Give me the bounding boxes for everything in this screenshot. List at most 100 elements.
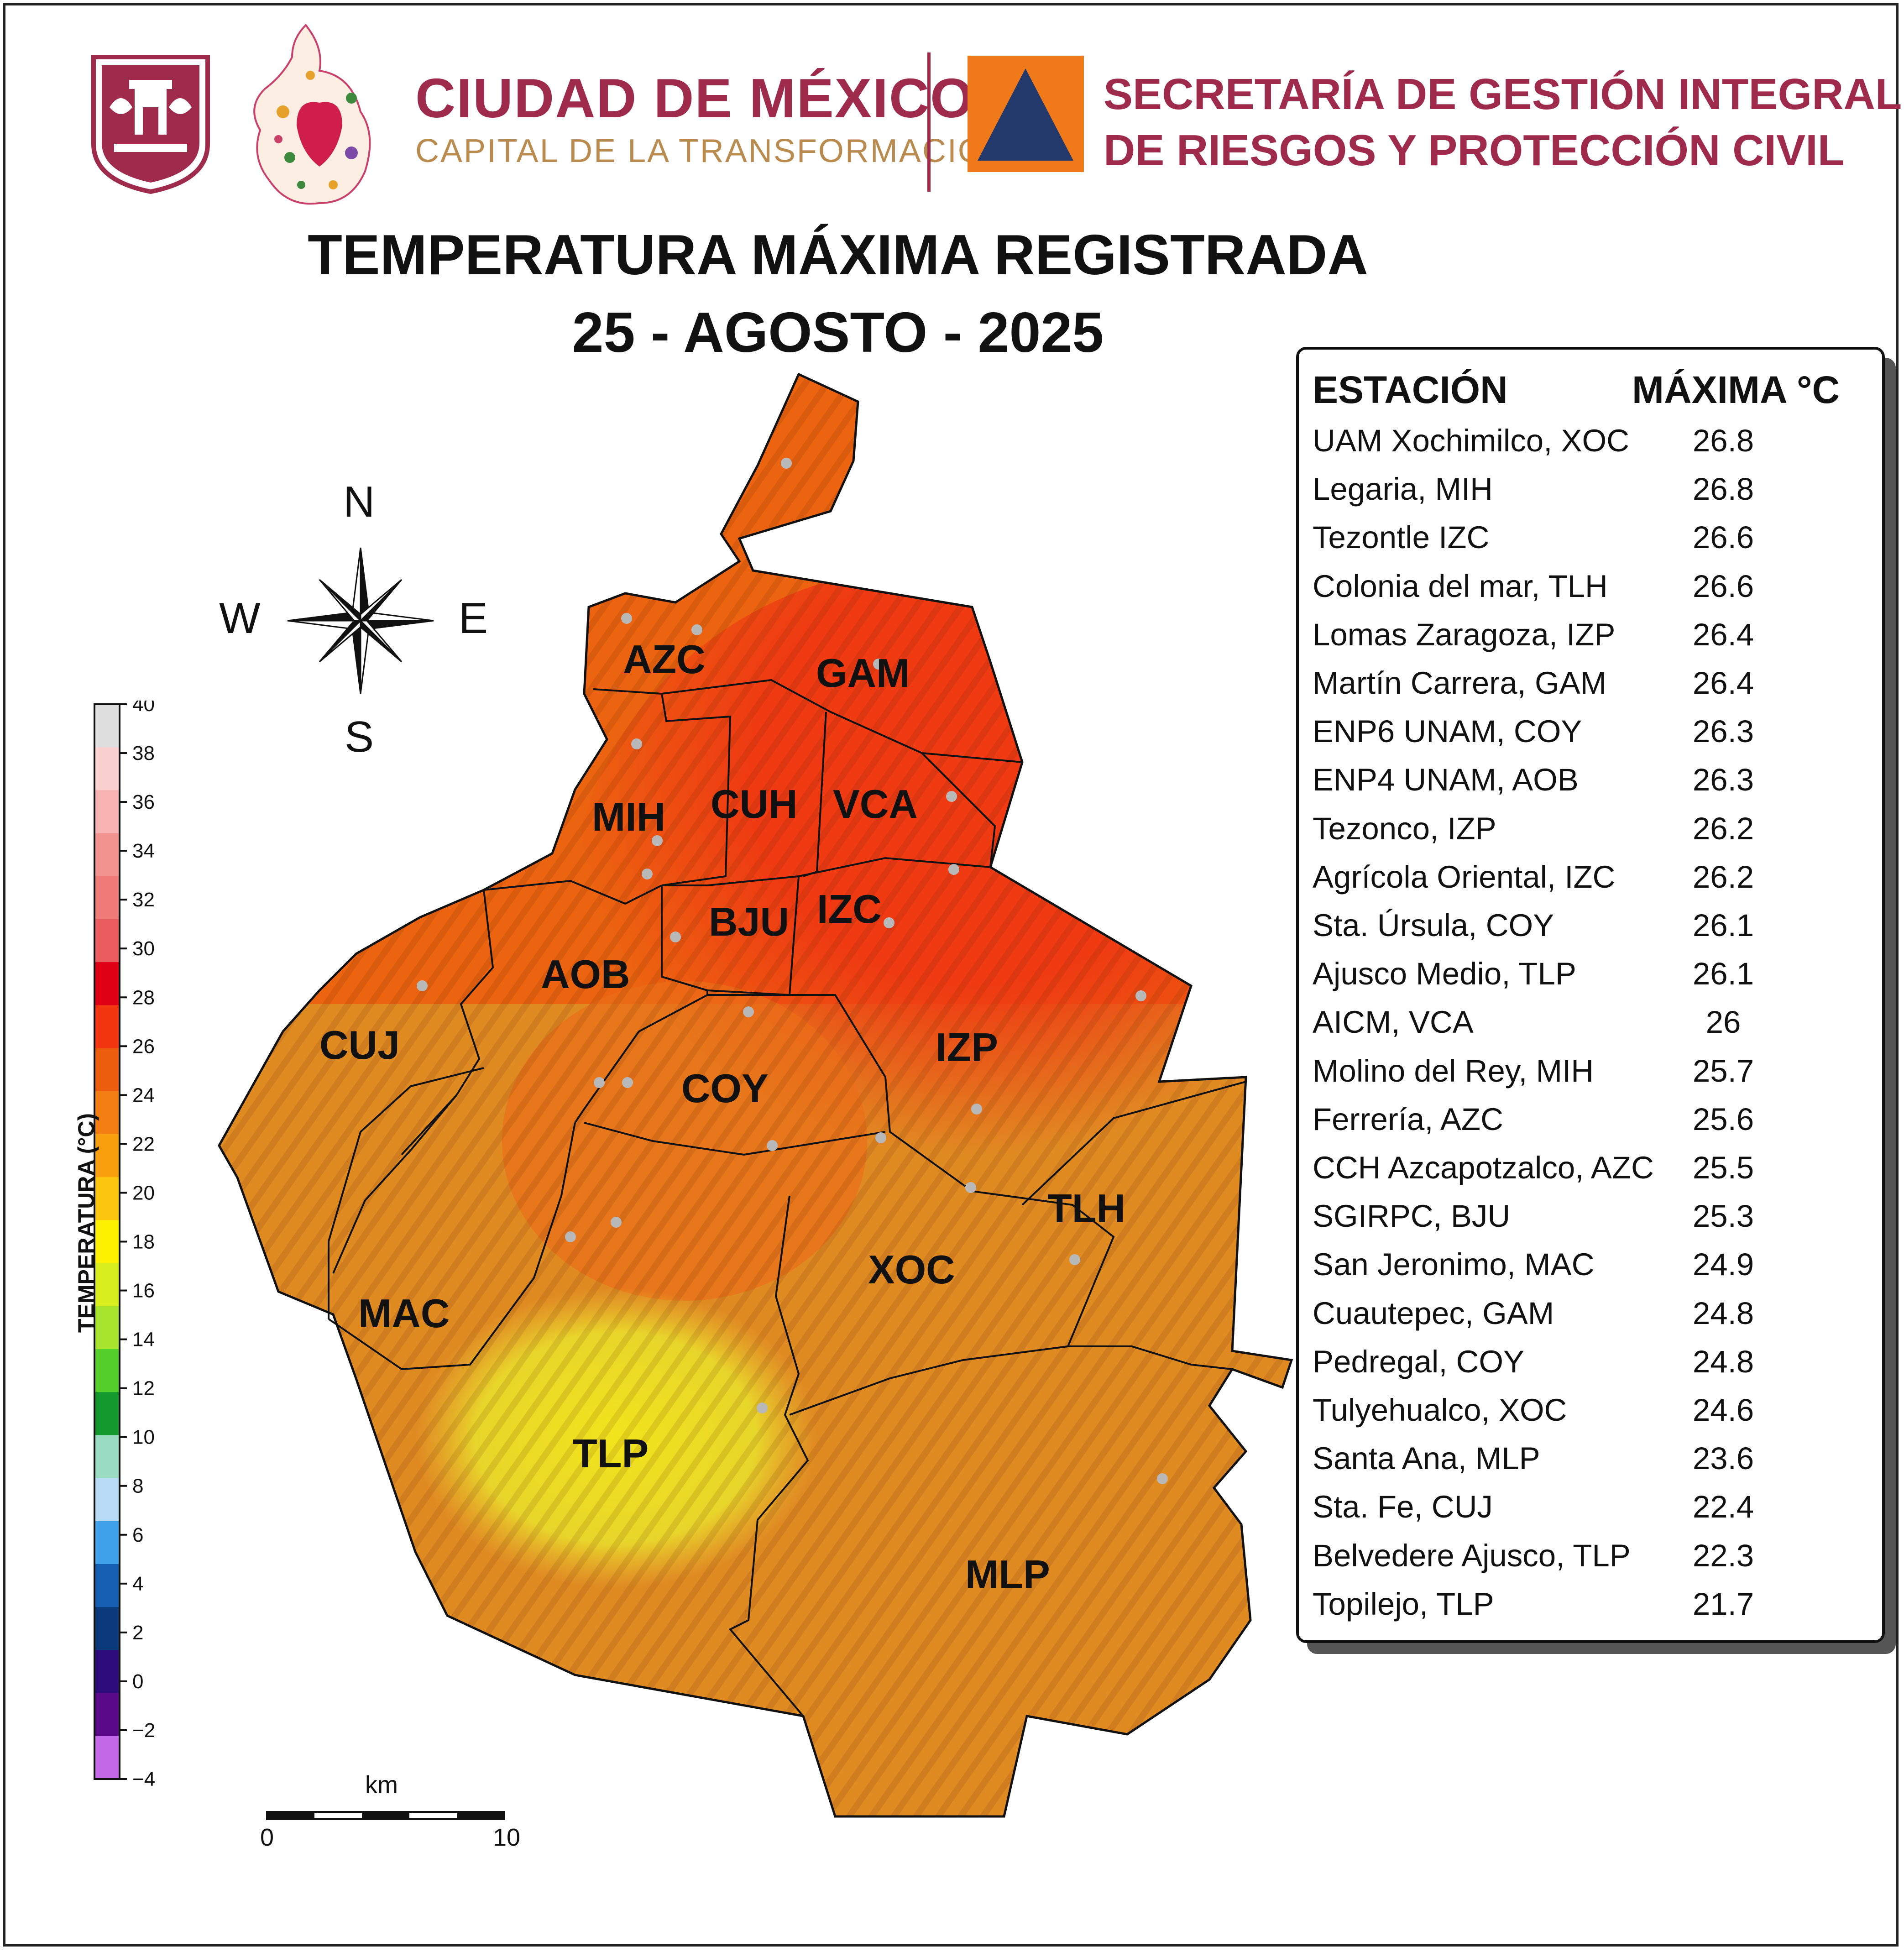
colorbar-segment <box>94 1048 120 1092</box>
legend-row: Topilejo, TLP 21.7 <box>1313 1586 1860 1634</box>
legend-header-max: MÁXIMA °C <box>1632 368 1840 411</box>
muni-label: TLP <box>573 1431 649 1476</box>
header-divider <box>927 52 931 192</box>
civil-protection-logo <box>968 56 1084 172</box>
station-max-value: 23.6 <box>1692 1441 1754 1476</box>
legend-row: Legaria, MIH 26.8 <box>1313 471 1860 519</box>
station-max-value: 26.2 <box>1692 859 1754 895</box>
colorbar-segment <box>94 1693 120 1737</box>
legend-header-station: ESTACIÓN <box>1313 368 1508 411</box>
colorbar-segment <box>94 747 120 790</box>
colorbar-tick-label: −2 <box>132 1719 155 1742</box>
legend-row: Belvedere Ajusco, TLP 22.3 <box>1313 1538 1860 1586</box>
station-name: Molino del Rey, MIH <box>1313 1053 1594 1089</box>
colorbar-tick-label: 24 <box>132 1084 155 1106</box>
station-max-value: 24.6 <box>1692 1392 1754 1428</box>
legend-row: Santa Ana, MLP 23.6 <box>1313 1440 1860 1489</box>
station-name: San Jeronimo, MAC <box>1313 1247 1595 1282</box>
legend-row: Martín Carrera, GAM 26.4 <box>1313 665 1860 713</box>
muni-label: MIH <box>592 794 665 839</box>
map-date: 25 - AGOSTO - 2025 <box>572 301 1104 364</box>
colorbar-tick-label: 30 <box>132 937 155 960</box>
legend-row: ENP6 UNAM, COY 26.3 <box>1313 713 1860 762</box>
muni-label: IZC <box>817 886 882 932</box>
station-max-value: 24.8 <box>1692 1295 1754 1331</box>
colorbar-tick-label: 28 <box>132 986 155 1009</box>
colorbar-tick-label: 36 <box>132 791 155 813</box>
station-max-value: 26.3 <box>1692 714 1754 749</box>
legend-row: Agrícola Oriental, IZC 26.2 <box>1313 859 1860 907</box>
colorbar-tick-label: 34 <box>132 840 155 862</box>
compass-north-label: N <box>343 477 375 526</box>
colorbar-segment <box>94 1349 120 1392</box>
colorbar-segment <box>94 1435 120 1479</box>
colorbar-segment <box>94 1564 120 1607</box>
scale-unit: km <box>365 1771 398 1799</box>
cdmx-shield-logo <box>91 55 210 194</box>
station-max-value: 26 <box>1705 1005 1741 1040</box>
station-max-value: 26.6 <box>1692 568 1754 604</box>
legend-row: AICM, VCA 26 <box>1313 1004 1860 1052</box>
station-name: Tezonco, IZP <box>1313 811 1496 846</box>
colorbar-segment <box>94 1091 120 1135</box>
legend-row: San Jeronimo, MAC 24.9 <box>1313 1246 1860 1295</box>
compass-west-label: W <box>219 594 261 643</box>
colorbar-segment <box>94 1607 120 1650</box>
station-max-value: 26.4 <box>1692 617 1754 652</box>
cdmx-map-ornament-logo <box>253 24 371 205</box>
colorbar-tick-label: 26 <box>132 1035 155 1057</box>
agency-name-line2: DE RIESGOS Y PROTECCIÓN CIVIL <box>1104 126 1845 175</box>
station-name: UAM Xochimilco, XOC <box>1313 423 1629 458</box>
legend-row: UAM Xochimilco, XOC 26.8 <box>1313 423 1860 471</box>
station-max-value: 26.8 <box>1692 423 1754 458</box>
colorbar-segment <box>94 1263 120 1307</box>
colorbar-segment <box>94 1650 120 1694</box>
station-name: Ferrería, AZC <box>1313 1101 1503 1137</box>
legend-row: Tulyehualco, XOC 24.6 <box>1313 1392 1860 1440</box>
muni-label: MAC <box>358 1291 450 1336</box>
station-max-value: 25.7 <box>1692 1053 1754 1089</box>
colorbar-segment <box>94 1736 120 1779</box>
station-max-value: 26.8 <box>1692 471 1754 507</box>
colorbar-segment <box>94 1177 120 1220</box>
station-max-value: 26.1 <box>1692 908 1754 943</box>
scale-min: 0 <box>260 1824 274 1851</box>
colorbar-segment <box>94 919 120 963</box>
legend-row: Pedregal, COY 24.8 <box>1313 1344 1860 1392</box>
map-title: TEMPERATURA MÁXIMA REGISTRADA <box>308 224 1368 287</box>
station-max-value: 21.7 <box>1692 1586 1754 1622</box>
station-max-value: 25.5 <box>1692 1150 1754 1185</box>
muni-label: GAM <box>816 650 910 696</box>
muni-label: AZC <box>623 637 706 682</box>
colorbar-tick-label: 10 <box>132 1426 155 1449</box>
station-max-value: 24.8 <box>1692 1344 1754 1379</box>
colorbar-segment <box>94 1220 120 1264</box>
legend-row: CCH Azcapotzalco, AZC 25.5 <box>1313 1150 1860 1198</box>
legend-row: Sta. Úrsula, COY 26.1 <box>1313 907 1860 956</box>
temperature-colorbar: 4038363432302826242220181614121086420−2−… <box>94 701 155 1790</box>
colorbar-tick-label: −4 <box>132 1768 155 1790</box>
colorbar-tick-label: 40 <box>132 701 155 716</box>
compass-east-label: E <box>459 594 488 643</box>
map-frame <box>3 3 1899 1947</box>
station-name: SGIRPC, BJU <box>1313 1198 1511 1234</box>
station-max-value: 26.4 <box>1692 665 1754 701</box>
colorbar-tick-label: 2 <box>132 1622 143 1644</box>
colorbar-segment <box>94 1306 120 1350</box>
legend-row: Sta. Fe, CUJ 22.4 <box>1313 1489 1860 1537</box>
station-name: Agrícola Oriental, IZC <box>1313 859 1616 895</box>
colorbar-tick-label: 12 <box>132 1377 155 1400</box>
station-name: Ajusco Medio, TLP <box>1313 956 1576 992</box>
muni-label: BJU <box>709 899 789 944</box>
station-max-value: 25.6 <box>1692 1101 1754 1137</box>
municipality-labels: AZC GAM MIH CUH VCA BJU IZC AOB CUJ COY … <box>319 637 1125 1597</box>
muni-label: CUJ <box>319 1022 400 1068</box>
legend-row: SGIRPC, BJU 25.3 <box>1313 1198 1860 1246</box>
legend-row: Tezontle IZC 26.6 <box>1313 519 1860 568</box>
muni-label: TLH <box>1047 1186 1125 1231</box>
legend-row: Molino del Rey, MIH 25.7 <box>1313 1053 1860 1101</box>
colorbar-tick-label: 4 <box>132 1573 143 1595</box>
muni-label: VCA <box>833 781 918 827</box>
legend-row: ENP4 UNAM, AOB 26.3 <box>1313 762 1860 810</box>
